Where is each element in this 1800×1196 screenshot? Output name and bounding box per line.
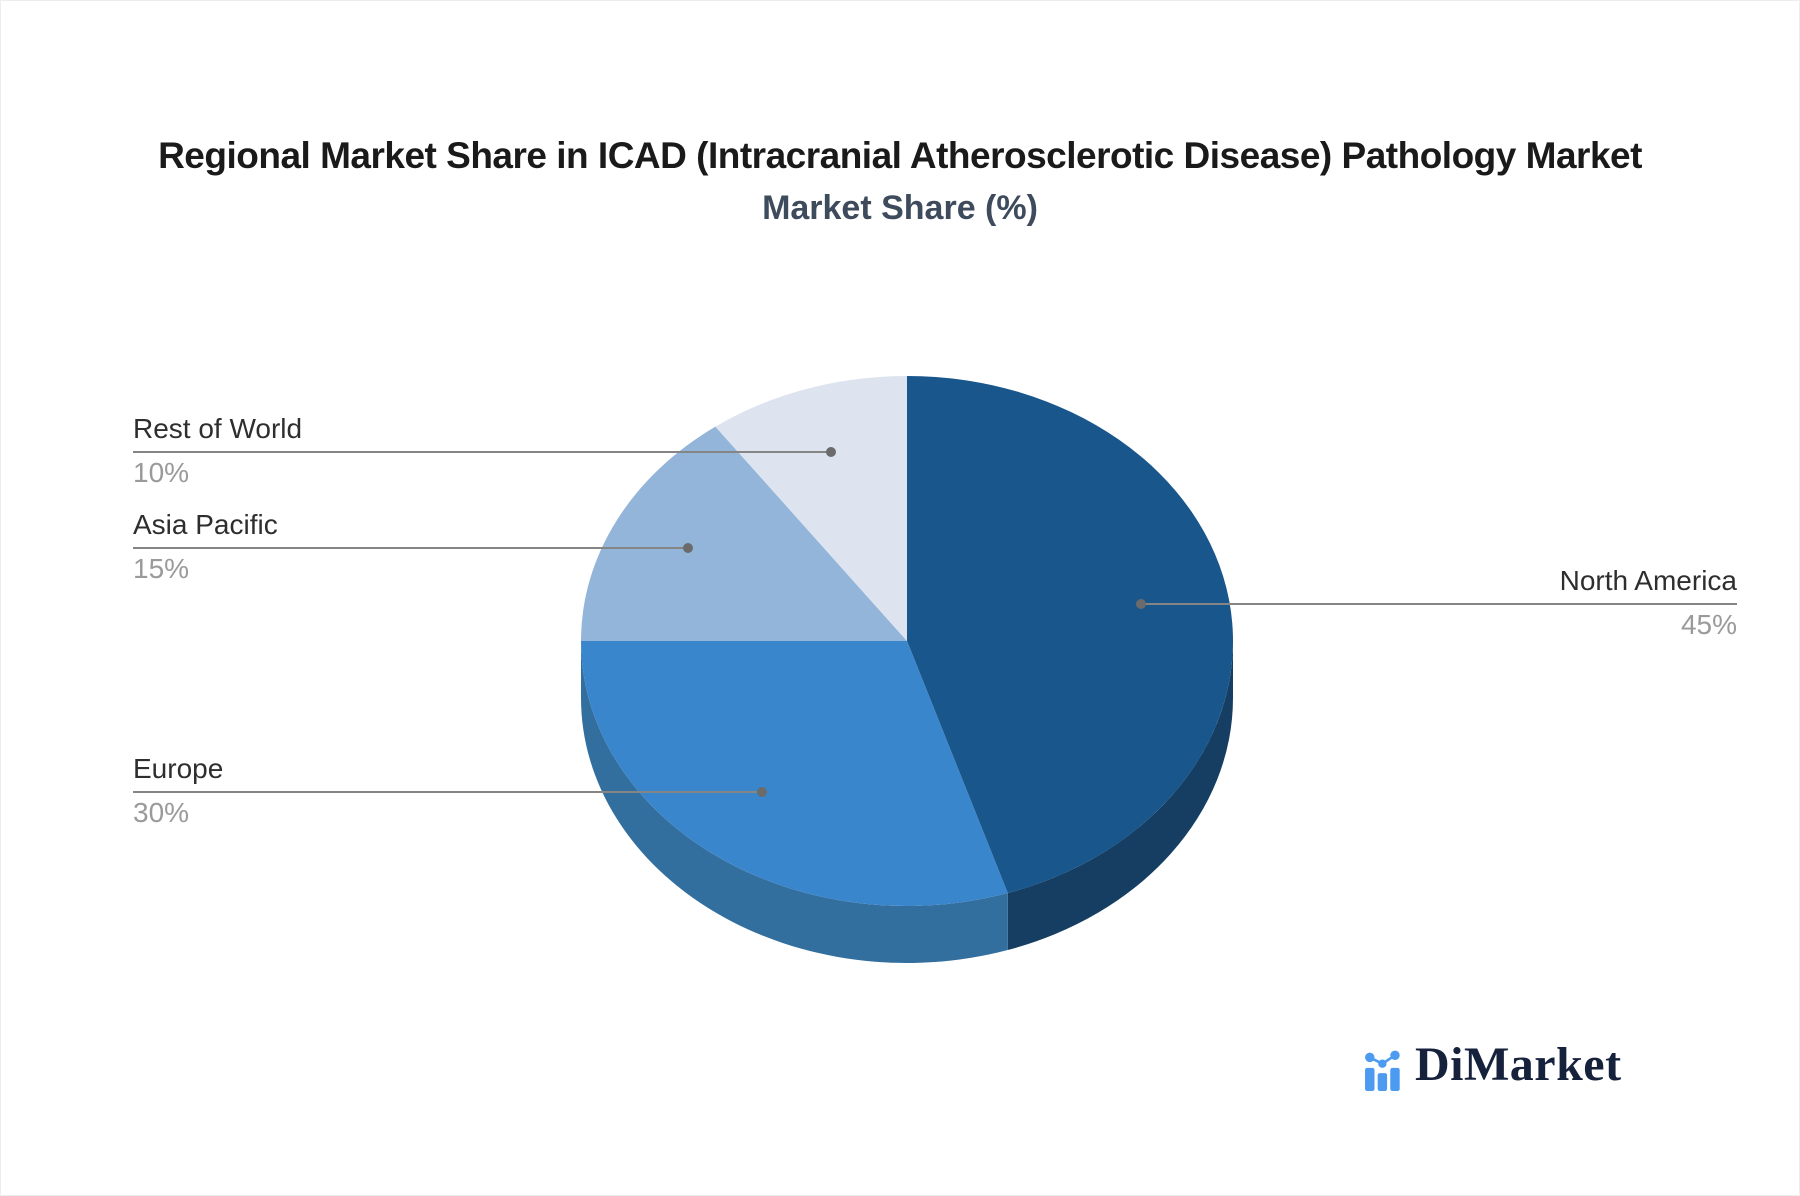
callout-line-europe <box>133 791 762 793</box>
bar-chart-trend-icon <box>1365 1050 1400 1091</box>
callout-line-north-america <box>1141 603 1737 605</box>
brand-watermark: DiMarket <box>1365 1041 1785 1101</box>
brand-name: DiMarket <box>1415 1038 1622 1091</box>
pie-slice-rest-of-world <box>715 376 907 641</box>
chart-subtitle: Market Share (%) <box>762 189 1038 227</box>
callout-label-asia-pacific: Asia Pacific <box>133 509 278 540</box>
callout-dot-north-america <box>1136 599 1146 609</box>
callout-line-asia-pacific <box>133 547 688 549</box>
callout-line-rest-of-world <box>133 451 831 453</box>
pie-slice-europe <box>581 641 1008 907</box>
callout-label-north-america: North America <box>1559 565 1737 596</box>
callout-label-europe: Europe <box>133 753 224 784</box>
callout-label-rest-of-world: Rest of World <box>133 413 303 444</box>
pie-slice-north-america <box>907 376 1233 894</box>
pie-depth-north-america <box>1007 641 1233 951</box>
callout-value-north-america: 45% <box>1680 609 1737 640</box>
pie-depth-europe <box>581 641 1008 964</box>
callout-value-rest-of-world: 10% <box>133 457 190 488</box>
callout-value-europe: 30% <box>133 797 190 828</box>
pie-slice-asia-pacific <box>581 426 907 641</box>
callout-dot-asia-pacific <box>683 543 693 553</box>
callout-value-asia-pacific: 15% <box>133 553 190 584</box>
callout-dot-europe <box>757 787 767 797</box>
chart-title: Regional Market Share in ICAD (Intracran… <box>158 135 1642 176</box>
callout-dot-rest-of-world <box>826 447 836 457</box>
